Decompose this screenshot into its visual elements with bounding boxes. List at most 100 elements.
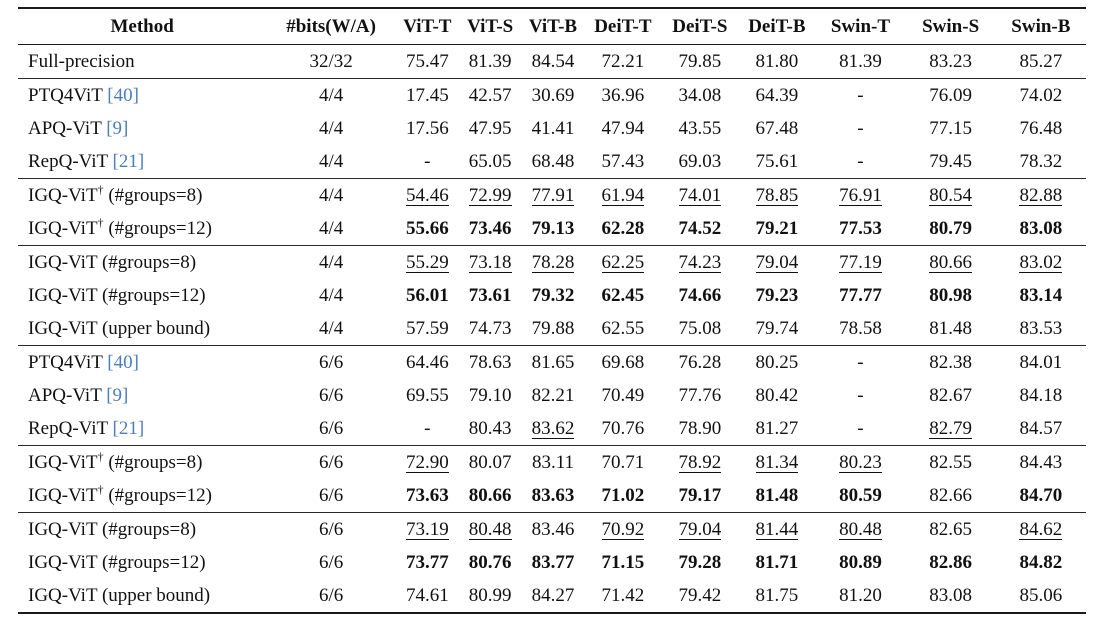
accuracy-cell-vit-b: 68.48 xyxy=(522,145,585,179)
value: 82.67 xyxy=(929,384,972,406)
accuracy-cell-vit-s: 47.95 xyxy=(459,112,522,145)
bits-cell: 6/6 xyxy=(318,417,344,439)
method-note: (#groups=8) xyxy=(108,451,203,473)
accuracy-cell-deit-t: 72.21 xyxy=(584,45,661,79)
citation-link[interactable]: [40] xyxy=(107,351,139,373)
accuracy-cell-deit-s: 74.66 xyxy=(661,279,738,312)
col-header-swin-t: Swin-T xyxy=(815,8,906,45)
table-row: APQ-ViT [9] 6/6 69.55 79.10 82.21 70.49 77.76 8… xyxy=(18,379,1086,412)
method-cell: APQ-ViT [9] xyxy=(18,379,266,412)
accuracy-cell-deit-b: 81.71 xyxy=(738,546,815,579)
value: 74.61 xyxy=(405,584,449,606)
citation-link[interactable]: [21] xyxy=(112,150,145,172)
citation-link[interactable]: [9] xyxy=(106,384,129,406)
accuracy-cell-deit-t: 71.42 xyxy=(584,579,661,613)
value: 83.11 xyxy=(531,451,574,473)
accuracy-cell-vit-s: 81.39 xyxy=(459,45,522,79)
accuracy-cell-swin-s: 82.79 xyxy=(906,412,996,446)
value: 82.55 xyxy=(929,451,972,473)
best-value: 71.02 xyxy=(601,484,645,506)
best-value: 79.23 xyxy=(755,284,799,306)
accuracy-cell-swin-b: 84.70 xyxy=(996,479,1086,513)
method-name: PTQ4ViT xyxy=(28,84,103,106)
table-row: IGQ-ViT† (#groups=8) 4/4 54.46 72.99 77.91 61… xyxy=(18,178,1086,212)
value: 82.66 xyxy=(929,484,972,506)
bits-cell: 6/6 xyxy=(266,512,396,546)
accuracy-cell-vit-s: 72.99 xyxy=(458,178,522,212)
dagger-mark: † xyxy=(97,449,104,464)
value: 69.55 xyxy=(405,384,449,406)
method-name: IGQ-ViT xyxy=(28,484,98,506)
value: 71.42 xyxy=(601,584,645,606)
value: 78.58 xyxy=(839,317,882,339)
accuracy-cell-swin-b: 76.48 xyxy=(996,112,1086,145)
value: 79.45 xyxy=(929,150,972,172)
accuracy-cell-swin-s: 80.66 xyxy=(905,245,996,279)
accuracy-cell-swin-t: 77.77 xyxy=(815,279,905,312)
accuracy-cell-vit-b: 79.88 xyxy=(522,312,585,346)
best-value: 79.21 xyxy=(755,217,799,239)
method-name: IGQ-ViT xyxy=(28,217,98,239)
bits-cell: 4/4 xyxy=(318,284,344,306)
accuracy-cell-deit-t: 36.96 xyxy=(584,78,662,112)
citation-link[interactable]: [9] xyxy=(106,117,129,139)
accuracy-cell-vit-s: 74.73 xyxy=(459,312,522,346)
accuracy-cell-deit-s: 74.52 xyxy=(661,212,738,246)
method-cell: RepQ-ViT [21] xyxy=(18,145,266,179)
value: 34.08 xyxy=(678,84,722,106)
citation-link[interactable]: [21] xyxy=(112,417,145,439)
accuracy-cell-deit-t: 69.68 xyxy=(584,345,662,379)
accuracy-cell-vit-b: 84.54 xyxy=(522,45,585,79)
value: 81.75 xyxy=(755,584,799,606)
method-name: APQ-ViT xyxy=(28,384,102,406)
table-body: Full-precision 32/32 75.47 81.39 84.54 72.21 7… xyxy=(18,45,1086,614)
method-cell: IGQ-ViT† (#groups=8) xyxy=(18,178,267,212)
accuracy-cell-vit-t: - xyxy=(396,145,459,179)
second-best-value: 80.66 xyxy=(929,251,972,274)
accuracy-cell-swin-b: 83.53 xyxy=(996,312,1086,346)
table-header: Method #bits(W/A) ViT-T ViT-S ViT-B DeiT-T Dei… xyxy=(18,8,1086,45)
bits-cell: 6/6 xyxy=(318,584,344,606)
accuracy-cell-vit-s: 80.76 xyxy=(459,546,522,579)
accuracy-cell-vit-b: 77.91 xyxy=(521,178,585,212)
value: 82.38 xyxy=(929,351,972,373)
method-name: IGQ-ViT xyxy=(28,551,98,573)
second-best-value: 78.92 xyxy=(678,451,722,474)
col-header-swin-b: Swin-B xyxy=(995,8,1086,45)
second-best-value: 55.29 xyxy=(405,251,449,274)
accuracy-cell-swin-s: 82.66 xyxy=(906,479,996,513)
value: 57.43 xyxy=(601,150,645,172)
best-value: 84.82 xyxy=(1019,551,1063,573)
accuracy-cell-deit-b: 79.23 xyxy=(738,279,815,312)
accuracy-cell-swin-t: - xyxy=(815,112,905,145)
accuracy-cell-vit-b: 41.41 xyxy=(522,112,585,145)
value: 80.99 xyxy=(468,584,512,606)
accuracy-cell-swin-t: - xyxy=(815,145,905,179)
second-best-value: 79.04 xyxy=(755,251,799,274)
method-name: IGQ-ViT xyxy=(28,518,98,540)
col-header--bits-w-a-: #bits(W/A) xyxy=(266,8,396,45)
second-best-value: 81.44 xyxy=(755,518,799,541)
citation-link[interactable]: [40] xyxy=(107,84,139,106)
accuracy-cell-vit-s: 73.46 xyxy=(459,212,522,246)
bits-cell: 4/4 xyxy=(266,78,396,112)
value: 70.76 xyxy=(601,417,645,439)
accuracy-cell-swin-s: 80.79 xyxy=(906,212,996,246)
table-row: IGQ-ViT† (#groups=12) 6/6 73.63 80.66 83.63 7… xyxy=(18,479,1086,513)
table-row: RepQ-ViT [21] 6/6 - 80.43 83.62 70.76 78.90 81.… xyxy=(18,412,1086,446)
value: 81.48 xyxy=(929,317,972,339)
value: 69.68 xyxy=(601,351,645,373)
second-best-value: 78.28 xyxy=(531,251,575,274)
accuracy-cell-deit-t: 71.02 xyxy=(584,479,661,513)
accuracy-cell-deit-t: 61.94 xyxy=(584,178,662,212)
accuracy-cell-deit-t: 62.28 xyxy=(584,212,661,246)
second-best-value: 76.91 xyxy=(839,184,882,207)
accuracy-cell-vit-b: 30.69 xyxy=(521,78,585,112)
accuracy-cell-deit-s: 76.28 xyxy=(661,345,739,379)
col-header-deit-b: DeiT-B xyxy=(738,8,816,45)
method-cell: IGQ-ViT† (#groups=12) xyxy=(18,479,266,513)
best-value: 62.45 xyxy=(601,284,645,306)
value: 78.90 xyxy=(678,417,722,439)
best-value: 81.71 xyxy=(755,551,799,573)
accuracy-cell-deit-t: 70.49 xyxy=(584,379,661,412)
